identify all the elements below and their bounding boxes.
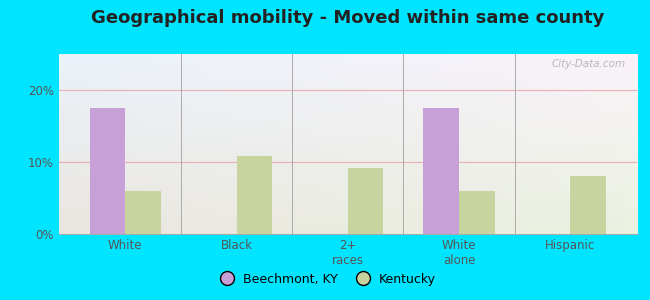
- Legend: Beechmont, KY, Kentucky: Beechmont, KY, Kentucky: [209, 268, 441, 291]
- Text: City-Data.com: City-Data.com: [551, 59, 625, 69]
- Bar: [423, 108, 459, 234]
- Bar: [459, 191, 495, 234]
- Bar: [348, 168, 383, 234]
- Bar: [237, 156, 272, 234]
- Text: Geographical mobility - Moved within same county: Geographical mobility - Moved within sam…: [91, 9, 604, 27]
- Bar: [570, 176, 606, 234]
- Bar: [90, 108, 125, 234]
- Bar: [125, 191, 161, 234]
